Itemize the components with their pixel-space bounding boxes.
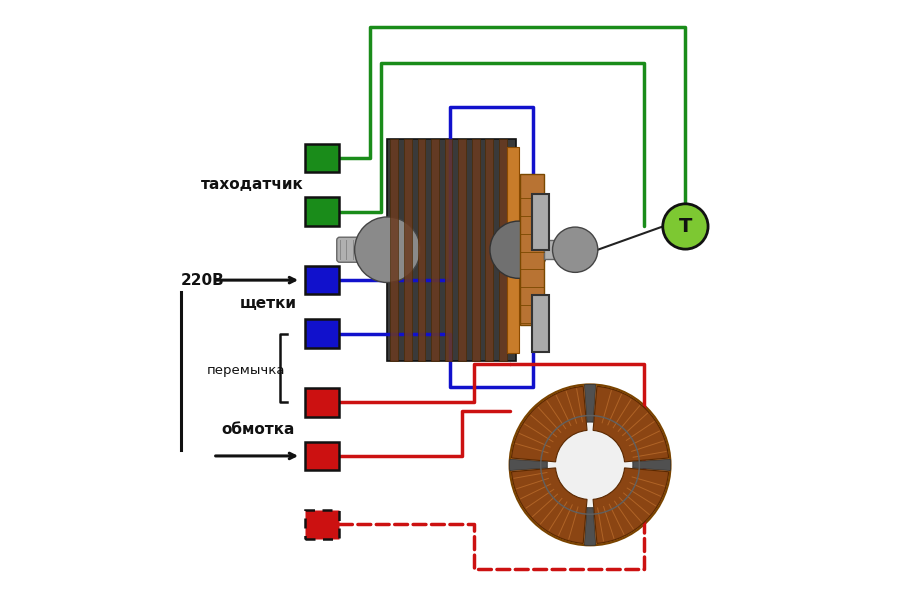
Bar (507, 147, 518, 353)
Bar (499, 139, 507, 361)
Wedge shape (511, 386, 587, 462)
Bar (304, 442, 339, 470)
Circle shape (662, 204, 708, 249)
Bar (304, 144, 339, 172)
Wedge shape (553, 227, 598, 272)
Wedge shape (490, 221, 547, 278)
Bar (304, 319, 339, 348)
Circle shape (509, 384, 670, 545)
Bar (485, 139, 493, 361)
Bar (520, 174, 544, 325)
Wedge shape (509, 460, 547, 470)
Text: 220В: 220В (181, 272, 224, 288)
Wedge shape (511, 468, 587, 544)
Text: перемычка: перемычка (207, 364, 285, 377)
Bar (404, 139, 411, 361)
Circle shape (547, 422, 633, 508)
Bar (445, 139, 453, 361)
Bar (304, 266, 339, 294)
Wedge shape (593, 468, 669, 544)
Wedge shape (584, 508, 596, 545)
Bar (532, 295, 549, 352)
FancyBboxPatch shape (337, 237, 387, 262)
Bar (304, 510, 339, 539)
Text: обмотка: обмотка (221, 421, 295, 437)
Wedge shape (593, 386, 669, 462)
Bar (391, 139, 398, 361)
Bar (304, 388, 339, 417)
Text: таходатчик: таходатчик (201, 177, 303, 193)
Bar (458, 139, 466, 361)
Bar (387, 139, 516, 361)
Wedge shape (355, 217, 420, 283)
Text: T: T (679, 217, 692, 236)
Bar (431, 139, 439, 361)
Bar (418, 139, 426, 361)
Bar (472, 139, 480, 361)
Bar (304, 197, 339, 226)
Text: щетки: щетки (239, 296, 297, 312)
Bar (544, 240, 577, 259)
Bar (532, 194, 549, 250)
Wedge shape (584, 384, 596, 422)
Wedge shape (633, 460, 670, 470)
